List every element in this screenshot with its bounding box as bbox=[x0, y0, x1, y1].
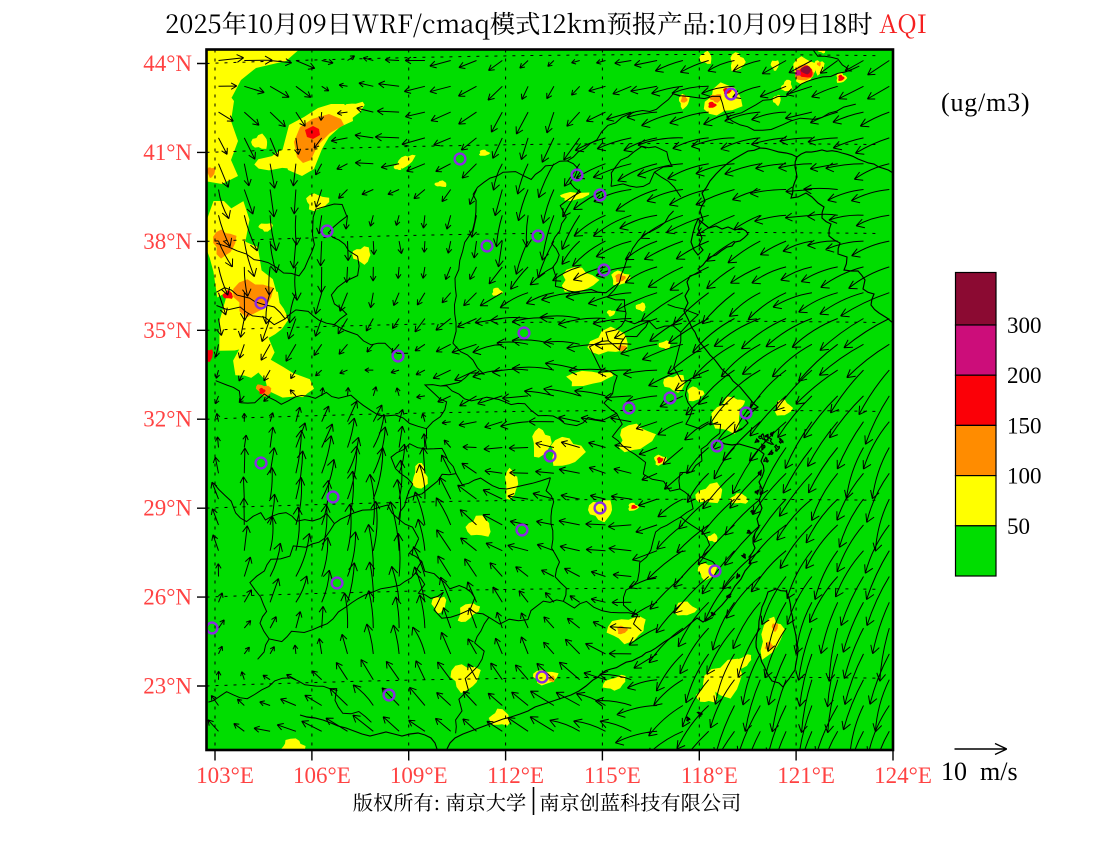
svg-text:44°N: 44°N bbox=[143, 51, 192, 76]
svg-text:150: 150 bbox=[1007, 413, 1042, 438]
svg-text:100: 100 bbox=[1007, 464, 1042, 489]
svg-text:50: 50 bbox=[1007, 514, 1030, 539]
svg-text:32°N: 32°N bbox=[143, 407, 192, 432]
svg-text:112°E: 112°E bbox=[487, 763, 544, 788]
svg-text:38°N: 38°N bbox=[143, 229, 192, 254]
svg-text:29°N: 29°N bbox=[143, 496, 192, 521]
svg-text:109°E: 109°E bbox=[390, 763, 448, 788]
svg-text:118°E: 118°E bbox=[681, 763, 738, 788]
svg-text:26°N: 26°N bbox=[143, 585, 192, 610]
svg-text:35°N: 35°N bbox=[143, 318, 192, 343]
svg-text:106°E: 106°E bbox=[293, 763, 351, 788]
svg-text:41°N: 41°N bbox=[143, 140, 192, 165]
svg-text:10 m/s: 10 m/s bbox=[941, 757, 1018, 786]
svg-text:121°E: 121°E bbox=[777, 763, 835, 788]
svg-text:23°N: 23°N bbox=[143, 674, 192, 699]
svg-text:(ug/m3): (ug/m3) bbox=[941, 88, 1030, 117]
svg-text:200: 200 bbox=[1007, 363, 1042, 388]
svg-text:103°E: 103°E bbox=[196, 763, 254, 788]
svg-text:124°E: 124°E bbox=[874, 763, 932, 788]
svg-text:300: 300 bbox=[1007, 313, 1042, 338]
svg-text:115°E: 115°E bbox=[584, 763, 641, 788]
